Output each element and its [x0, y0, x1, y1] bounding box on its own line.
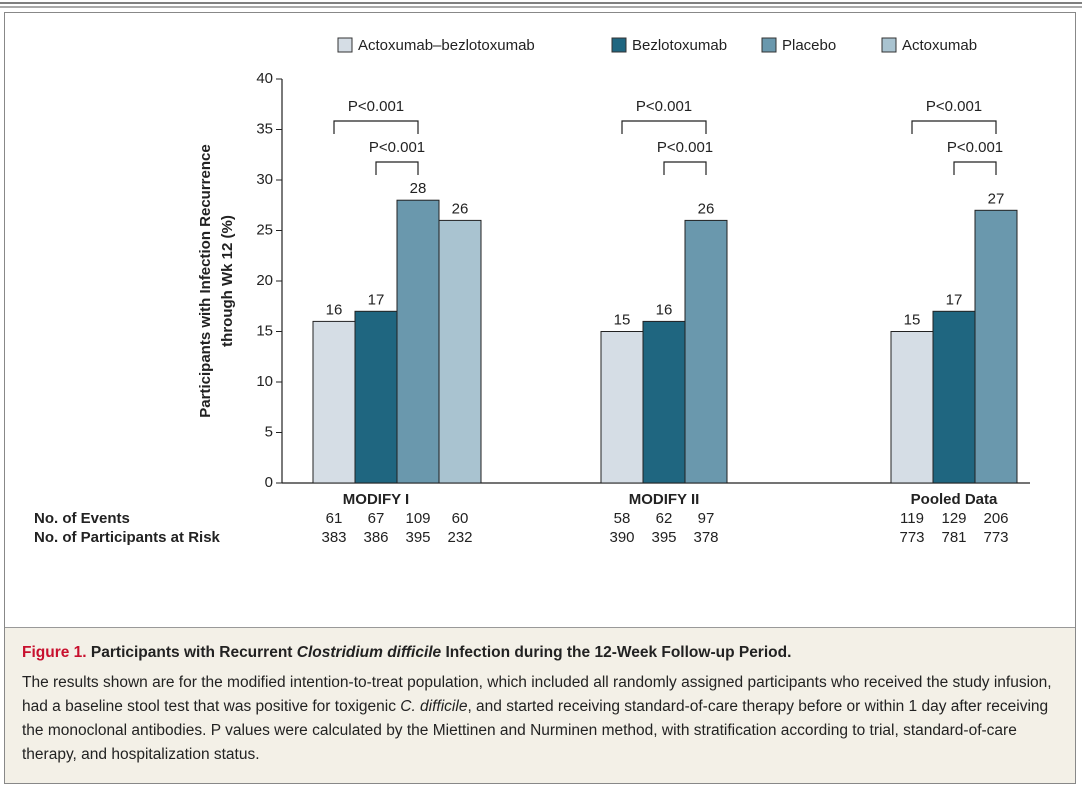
figure-frame	[4, 12, 1076, 784]
table-cell: 129	[941, 510, 966, 527]
data-label: 27	[988, 190, 1005, 207]
data-label: 17	[368, 291, 385, 308]
bar	[684, 219, 728, 484]
caption-text: C. difficile	[400, 698, 468, 715]
caption-text: The results shown are for the modified i…	[22, 674, 1052, 715]
caption-title: Figure 1. Participants with Recurrent Cl…	[22, 644, 1057, 662]
table-row-label: No. of Participants at Risk	[34, 529, 221, 546]
legend-swatch	[761, 37, 777, 53]
data-label: 17	[946, 291, 963, 308]
y-tick-label: 0	[265, 474, 273, 491]
data-label: 28	[410, 180, 427, 197]
table-cell: 67	[368, 510, 385, 527]
bar	[312, 320, 356, 484]
table-cell: 773	[899, 529, 924, 546]
y-axis-title-line: Participants with Infection Recurrence	[197, 144, 214, 417]
legend-label: Actoxumab	[902, 37, 977, 54]
y-tick-label: 10	[256, 373, 273, 390]
caption-text: , and started receiving standard-of-care…	[22, 698, 1049, 763]
bar	[354, 310, 398, 484]
bracket	[375, 161, 419, 175]
table-cell: 383	[321, 529, 346, 546]
bar	[600, 331, 644, 484]
annotation: P<0.001	[947, 139, 1003, 156]
legend-label: Actoxumab–bezlotoxumab	[358, 37, 535, 54]
y-tick-label: 40	[256, 70, 273, 87]
x-tick-label: Pooled Data	[911, 491, 998, 508]
bracket	[663, 161, 707, 175]
table-cell: 97	[698, 510, 715, 527]
bracket	[911, 120, 997, 134]
data-label: 15	[614, 311, 631, 328]
caption-text: Participants with Recurrent	[90, 644, 297, 661]
table-cell: 395	[405, 529, 430, 546]
legend-label: Bezlotoxumab	[632, 37, 727, 54]
table-cell: 781	[941, 529, 966, 546]
caption-text: Infection during the 12-Week Follow-up P…	[441, 644, 792, 661]
table-cell: 232	[447, 529, 472, 546]
x-tick-label: MODIFY II	[629, 491, 700, 508]
table-row-label: No. of Events	[34, 510, 130, 527]
y-tick-label: 30	[256, 171, 273, 188]
y-tick-label: 15	[256, 322, 273, 339]
annotation: P<0.001	[636, 98, 692, 115]
annotation: P<0.001	[369, 139, 425, 156]
table-cell: 773	[983, 529, 1008, 546]
legend-label: Placebo	[782, 37, 836, 54]
bar	[890, 331, 934, 484]
bar	[396, 199, 440, 484]
y-axis-title: Participants with Infection Recurrence t…	[197, 144, 236, 417]
annotation: P<0.001	[348, 98, 404, 115]
legend-swatch	[611, 37, 627, 53]
table-cell: 62	[656, 510, 673, 527]
annotation: P<0.001	[926, 98, 982, 115]
bar	[438, 219, 482, 484]
bar	[974, 209, 1018, 484]
data-label: 16	[656, 301, 673, 318]
bracket	[621, 120, 707, 134]
data-label: 26	[452, 200, 469, 217]
table-cell: 58	[614, 510, 631, 527]
bar	[932, 310, 976, 484]
table-cell: 60	[452, 510, 469, 527]
caption-body: The results shown are for the modified i…	[22, 671, 1057, 767]
table-cell: 61	[326, 510, 343, 527]
data-label: 26	[698, 200, 715, 217]
table-cell: 119	[900, 510, 924, 527]
data-label: 15	[904, 311, 921, 328]
y-tick-label: 25	[256, 221, 273, 238]
y-tick-label: 35	[256, 120, 273, 137]
table-cell: 390	[609, 529, 634, 546]
y-axis-title-line: through Wk 12 (%)	[219, 215, 236, 347]
bracket	[333, 120, 419, 134]
x-tick-label: MODIFY I	[343, 491, 409, 508]
y-tick-label: 5	[265, 423, 273, 440]
chart: Participants with Infection Recurrence t…	[0, 2, 1082, 546]
table-cell: 395	[651, 529, 676, 546]
legend-swatch	[881, 37, 897, 53]
table-cell: 378	[693, 529, 718, 546]
bar	[642, 320, 686, 484]
table-cell: 206	[983, 510, 1008, 527]
figure-label: Figure 1.	[22, 644, 87, 661]
annotation: P<0.001	[657, 139, 713, 156]
caption-text: Clostridium difficile	[296, 644, 442, 661]
legend-swatch	[337, 37, 353, 53]
table-cell: 109	[405, 510, 430, 527]
caption: Figure 1. Participants with Recurrent Cl…	[5, 627, 1075, 783]
y-tick-label: 20	[256, 272, 273, 289]
data-label: 16	[326, 301, 343, 318]
bracket	[953, 161, 997, 175]
table-cell: 386	[363, 529, 388, 546]
